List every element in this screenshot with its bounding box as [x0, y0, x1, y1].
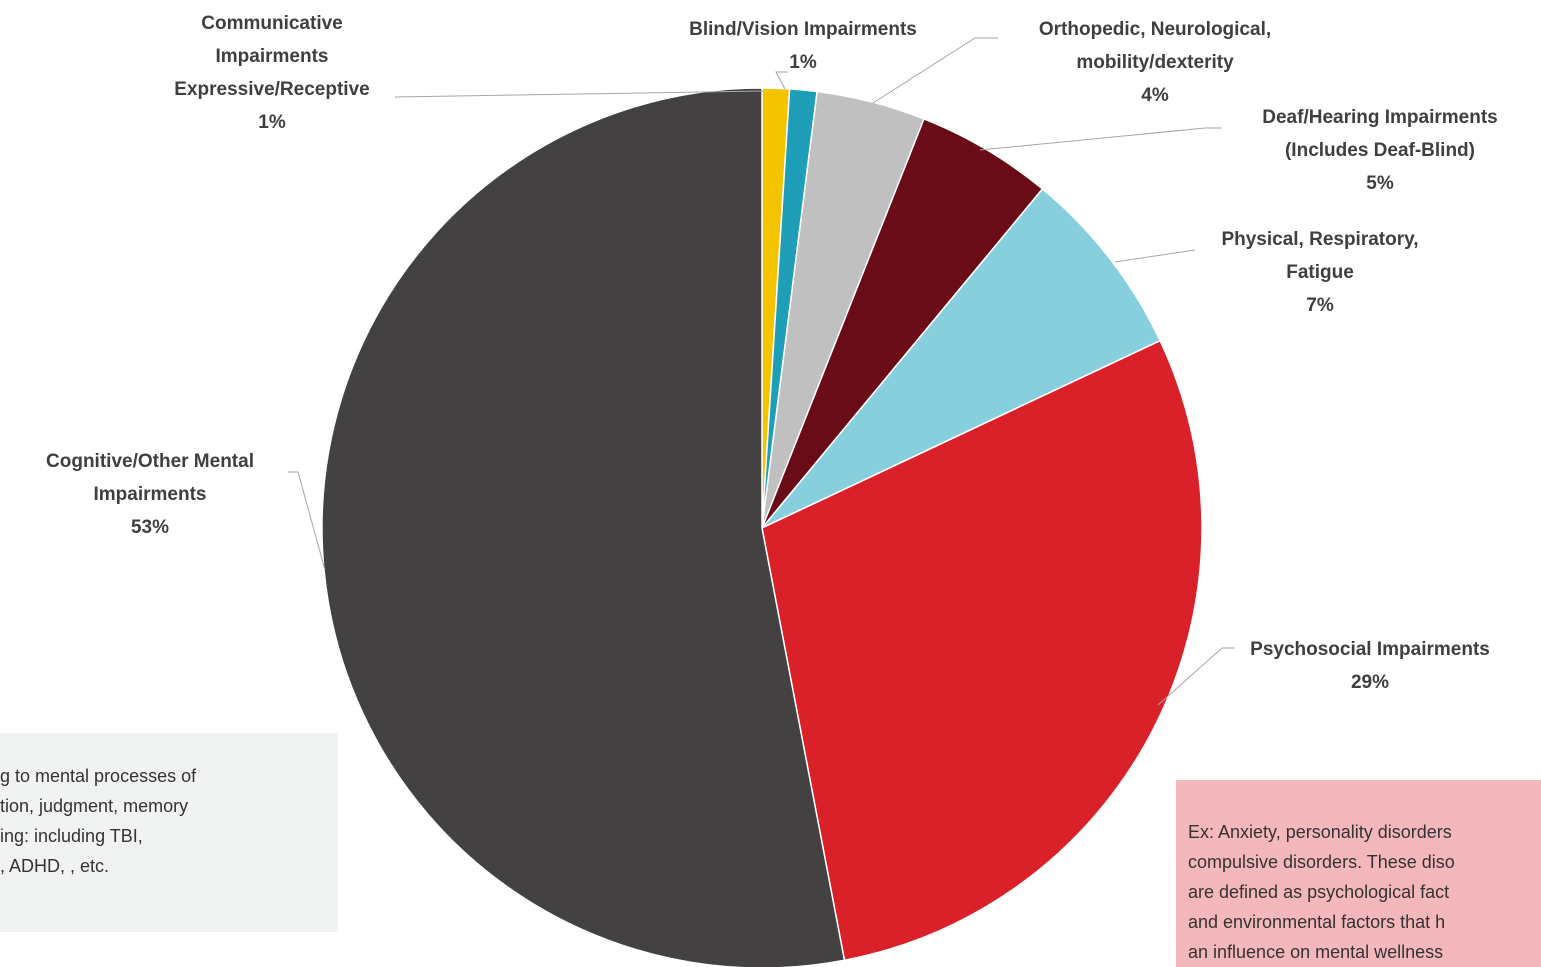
- leader-line: [288, 471, 326, 571]
- leader-line: [872, 37, 998, 104]
- note-line: compulsive disorders. These diso: [1188, 852, 1455, 872]
- slice-percent: 29%: [1350, 672, 1390, 693]
- note-line: and environmental factors that h: [1188, 912, 1446, 932]
- slice-percent: 53%: [130, 517, 170, 538]
- data-label: Cognitive/Other Mental Impairments 53%: [25, 445, 275, 544]
- slice-name: Communicative Impairments Expressive/Rec…: [174, 13, 370, 100]
- data-label: Physical, Respiratory, Fatigue 7%: [1195, 223, 1445, 322]
- note-box: Ex: Anxiety, personality disorders compul…: [1176, 780, 1541, 967]
- pie-slice: [321, 87, 846, 967]
- note-line: , ADHD, , etc.: [0, 856, 110, 876]
- note-line: ing: including TBI,: [0, 826, 143, 846]
- slice-percent: 1%: [789, 52, 817, 73]
- slice-name: Cognitive/Other Mental Impairments: [46, 451, 254, 505]
- leader-line: [775, 71, 788, 90]
- note-line: g to mental processes of: [0, 766, 197, 786]
- slice-name: Physical, Respiratory, Fatigue: [1221, 229, 1419, 283]
- slice-percent: 5%: [1366, 173, 1394, 194]
- note-line: tion, judgment, memory: [0, 796, 189, 816]
- slice-name: Blind/Vision Impairments: [689, 19, 917, 40]
- note-box: g to mental processes of tion, judgment, …: [0, 733, 338, 932]
- slice-percent: 1%: [258, 112, 286, 133]
- leader-line: [394, 90, 764, 98]
- data-label: Blind/Vision Impairments 1%: [653, 13, 953, 79]
- data-label: Psychosocial Impairments 29%: [1210, 633, 1530, 699]
- note-line: Ex: Anxiety, personality disorders: [1188, 822, 1452, 842]
- slice-percent: 4%: [1141, 85, 1169, 106]
- pie-slice: [761, 187, 1162, 529]
- leader-line: [1114, 249, 1196, 263]
- note-line: are defined as psychological fact: [1188, 882, 1450, 902]
- slice-name: Deaf/Hearing Impairments (Includes Deaf-…: [1262, 107, 1498, 161]
- note-line: an influence on mental wellness: [1188, 942, 1444, 962]
- slice-name: Psychosocial Impairments: [1250, 639, 1490, 660]
- data-label: Orthopedic, Neurological, mobility/dexte…: [1015, 13, 1295, 112]
- leader-line: [1157, 647, 1235, 706]
- data-label: Deaf/Hearing Impairments (Includes Deaf-…: [1245, 101, 1515, 200]
- slice-percent: 7%: [1306, 295, 1334, 316]
- pie-slice: [761, 339, 1203, 962]
- slice-name: Orthopedic, Neurological, mobility/dexte…: [1038, 19, 1272, 73]
- data-label: Communicative Impairments Expressive/Rec…: [157, 7, 387, 139]
- leader-line: [979, 127, 1222, 151]
